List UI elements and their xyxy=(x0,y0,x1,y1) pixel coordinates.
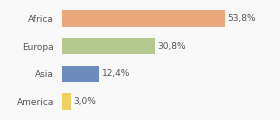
Text: 3,0%: 3,0% xyxy=(73,97,96,106)
Text: 53,8%: 53,8% xyxy=(228,14,256,23)
Bar xyxy=(62,93,71,110)
Text: 30,8%: 30,8% xyxy=(158,42,186,51)
Bar xyxy=(62,66,99,82)
Text: 12,4%: 12,4% xyxy=(102,69,130,78)
Bar xyxy=(62,10,225,27)
Bar xyxy=(62,38,155,54)
